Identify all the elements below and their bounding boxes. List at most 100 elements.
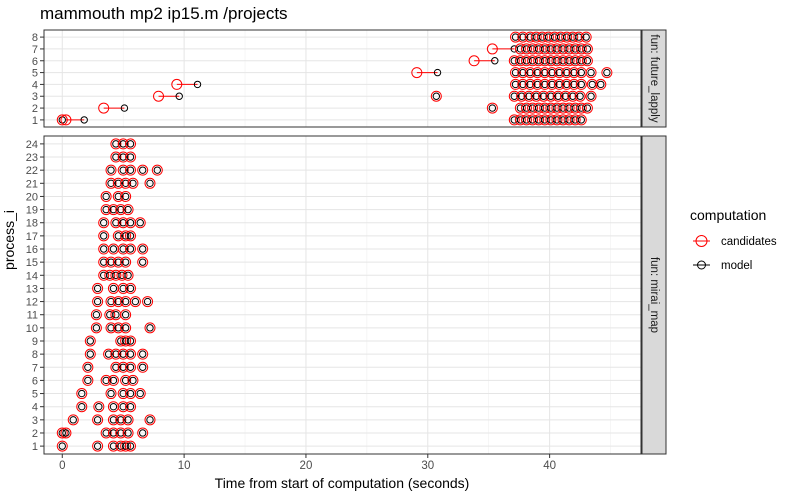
model-point [102, 192, 110, 201]
candidates-point [60, 427, 72, 439]
candidates-point [122, 427, 134, 439]
y-tick-label: 6 [32, 56, 38, 68]
model-point [525, 92, 533, 100]
candidates-point [105, 256, 117, 268]
y-tick-label: 21 [26, 178, 38, 190]
facet-strip [641, 29, 667, 128]
candidates-point [117, 217, 129, 229]
y-tick-label: 8 [32, 32, 38, 44]
candidates-point [112, 177, 124, 189]
candidates-point [552, 90, 564, 102]
model-point [146, 324, 154, 332]
y-tick-label: 5 [32, 389, 38, 401]
candidates-point [110, 361, 122, 373]
model-point [577, 68, 585, 77]
candidates-point [514, 55, 526, 67]
candidates-point [127, 177, 139, 189]
model-point [86, 337, 94, 345]
model-point [561, 92, 570, 100]
model-point [548, 80, 556, 89]
model-point [107, 179, 115, 188]
model-point [119, 402, 127, 411]
candidates-point [134, 217, 146, 229]
candidates-point [171, 78, 183, 90]
candidates-point [575, 114, 587, 126]
candidates-point [98, 102, 110, 114]
candidates-point [98, 230, 110, 242]
candidates-point [527, 43, 539, 55]
y-tick-label: 8 [32, 349, 38, 361]
model-point [100, 258, 108, 266]
candidates-point [105, 164, 117, 176]
model-point [587, 92, 595, 100]
candidates-point [585, 67, 597, 79]
model-point [433, 68, 442, 77]
model-point [119, 166, 127, 174]
candidates-point [575, 78, 587, 90]
legend-label-candidates: candidates [721, 236, 777, 248]
model-point [119, 389, 127, 398]
model-point [112, 350, 120, 358]
candidates-point [545, 55, 557, 67]
candidates-point [527, 55, 539, 67]
candidates-point [120, 322, 132, 334]
candidates-point [125, 230, 137, 242]
model-point [80, 116, 88, 124]
candidates-point [112, 256, 124, 268]
candidates-point [120, 374, 132, 386]
model-point [138, 350, 147, 358]
model-point [117, 442, 125, 450]
y-tick-label: 2 [32, 428, 38, 440]
model-point [555, 68, 564, 77]
model-point [121, 337, 130, 345]
model-point [124, 271, 132, 279]
candidates-point [98, 256, 110, 268]
candidates-point [122, 204, 134, 216]
candidates-point [514, 102, 526, 114]
model-point [112, 219, 120, 227]
model-point [138, 258, 147, 266]
candidates-point [125, 243, 137, 255]
y-tick-label: 22 [26, 165, 38, 177]
model-point [555, 80, 564, 89]
model-point [84, 376, 92, 385]
y-tick-label: 3 [32, 415, 38, 427]
model-point [541, 68, 549, 77]
model-point [576, 92, 584, 100]
candidates-point [129, 296, 141, 308]
model-point [119, 140, 127, 148]
candidates-point [563, 43, 575, 55]
candidates-point [539, 43, 551, 55]
y-tick-label: 24 [26, 139, 38, 151]
model-point [121, 258, 130, 266]
candidates-point [144, 177, 156, 189]
candidates-point [76, 388, 88, 400]
candidates-point [545, 102, 557, 114]
model-point [109, 205, 118, 214]
model-point [117, 429, 125, 437]
model-point [117, 337, 125, 345]
x-tick-label: 20 [300, 460, 313, 472]
candidates-point [104, 269, 116, 281]
model-point [587, 68, 595, 77]
candidates-point [533, 114, 545, 126]
model-point [583, 57, 592, 65]
model-point [126, 389, 135, 398]
candidates-point [125, 348, 137, 360]
model-point [58, 442, 66, 450]
candidates-point [508, 90, 520, 102]
candidates-point [563, 102, 575, 114]
model-point [583, 45, 592, 53]
model-point [119, 350, 127, 358]
x-tick-label: 40 [543, 460, 556, 472]
y-tick-label: 18 [26, 218, 38, 230]
model-point [102, 429, 110, 437]
legend-key-candidates [693, 235, 710, 247]
candidates-point [533, 55, 545, 67]
model-point [112, 363, 120, 371]
model-point [93, 297, 102, 306]
panel-border [43, 29, 642, 128]
candidates-point [115, 427, 127, 439]
candidates-point [569, 114, 581, 126]
model-point [138, 429, 147, 437]
